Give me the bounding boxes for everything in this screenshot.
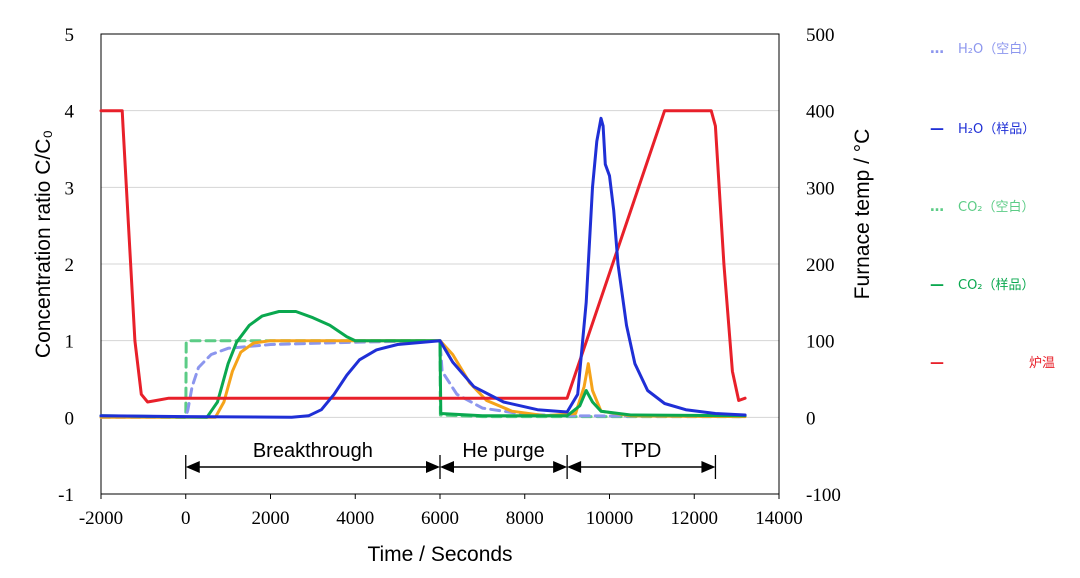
series-line-h2o (99, 116, 747, 419)
x-tick-label: 0 (181, 508, 191, 529)
x-tick-label: 2000 (252, 508, 290, 529)
right-y-tick-label: 300 (806, 178, 835, 199)
x-tick-label: 6000 (421, 508, 459, 529)
legend-item: — CO₂（样品） (930, 277, 1035, 293)
phase-arrowhead-left (440, 461, 454, 473)
left-y-tick-label: 3 (65, 178, 75, 199)
x-tick-label: 12000 (671, 508, 719, 529)
series-line-co2-blank (99, 339, 747, 419)
x-tick-label: 8000 (506, 508, 544, 529)
legend: … H₂O（空白） — H₂O（样品） … CO₂（空白） — CO₂（样品） — 炉温 (930, 41, 1055, 371)
right-y-tick-label: 0 (806, 408, 816, 429)
right-y-tick-label: 400 (806, 102, 835, 123)
legend-swatch: — (930, 121, 944, 137)
legend-swatch: … (930, 199, 944, 215)
legend-label: 炉温 (1029, 356, 1055, 371)
series-line-orange (99, 339, 747, 419)
legend-swatch: — (930, 277, 944, 293)
legend-swatch: … (930, 41, 944, 57)
right-y-tick-label: 100 (806, 332, 835, 353)
phase-arrowhead-right (553, 461, 568, 473)
legend-item: — H₂O（样品） (930, 121, 1035, 137)
phase-annotations: Breakthrough He purge TPD (185, 440, 717, 479)
axis-ticks: -2000 0 2000 4000 6000 8000 10000 12000 14000-10… (58, 25, 841, 529)
left-y-tick-label: -1 (58, 485, 74, 506)
phase-arrowhead-left (567, 461, 582, 473)
right-y-axis-title: Furnace temp / °C (851, 129, 874, 300)
legend-item: — 炉温 (930, 355, 1055, 371)
phase-arrowhead-left (185, 461, 200, 473)
series-line-furnace (99, 109, 747, 404)
legend-label: CO₂（样品） (958, 278, 1035, 293)
phase-arrowhead-right (426, 461, 440, 473)
legend-item: … CO₂（空白） (930, 199, 1035, 215)
legend-label: CO₂（空白） (958, 199, 1035, 215)
x-axis-title: Time / Seconds (367, 543, 512, 566)
left-y-tick-label: 2 (65, 255, 75, 276)
x-tick-label: 4000 (336, 508, 374, 529)
right-y-tick-label: 500 (806, 25, 835, 46)
left-y-tick-label: 4 (65, 102, 75, 123)
series-line-co2 (99, 310, 747, 419)
right-y-tick-label: 200 (806, 255, 835, 276)
left-y-tick-label: 1 (65, 332, 75, 353)
phase-arrowhead-right (701, 461, 716, 473)
left-y-axis-title: Concentration ratio C/C₀ (32, 130, 55, 358)
series-layer (99, 109, 747, 419)
phase-label: He purge (462, 440, 544, 462)
legend-swatch: — (930, 355, 944, 371)
legend-label: H₂O（样品） (958, 122, 1035, 137)
phase-label: Breakthrough (253, 440, 373, 462)
phase-label: TPD (621, 440, 661, 462)
legend-item: … H₂O（空白） (930, 41, 1035, 57)
legend-label: H₂O（空白） (958, 41, 1035, 57)
series-line-h2o-blank (99, 339, 747, 419)
left-y-tick-label: 0 (65, 408, 75, 429)
left-y-tick-label: 5 (65, 25, 75, 46)
x-tick-label: 10000 (586, 508, 634, 529)
x-tick-label: 14000 (755, 508, 803, 529)
x-tick-label: -2000 (79, 508, 123, 529)
right-y-tick-label: -100 (806, 485, 841, 506)
